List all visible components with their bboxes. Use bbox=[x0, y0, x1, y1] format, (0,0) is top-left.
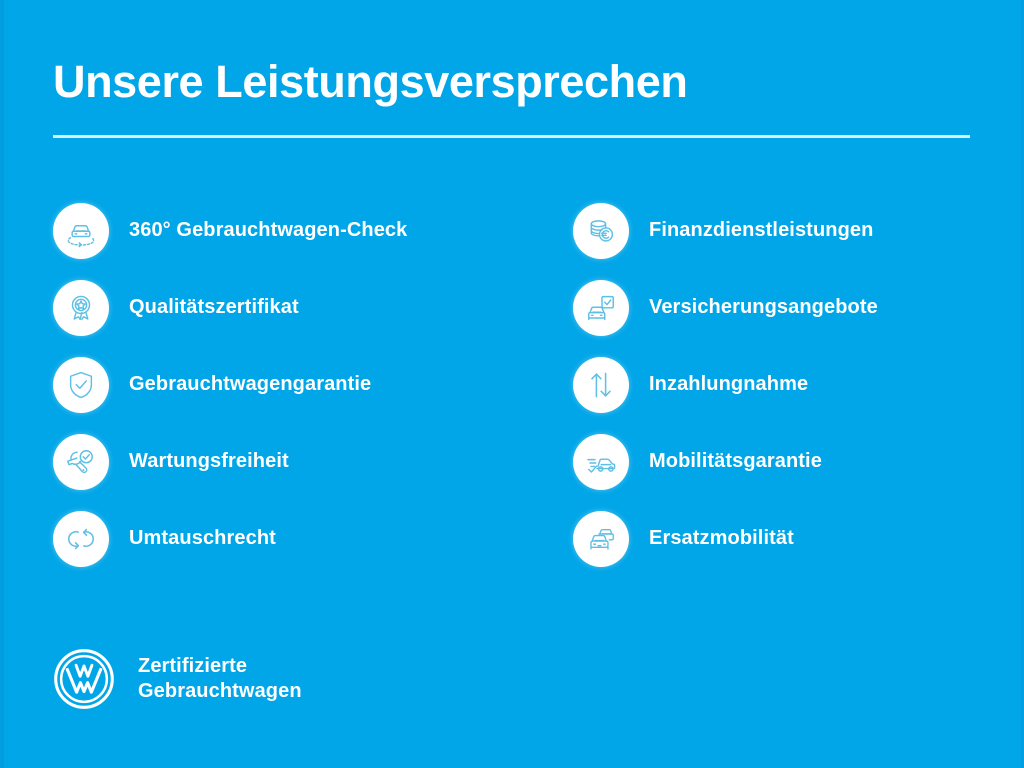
feature-item[interactable]: Mobilitätsgarantie bbox=[573, 432, 993, 491]
feature-grid: 360° Gebrauchtwagen-Check Finanzdienstle… bbox=[53, 201, 993, 586]
car-360-check-icon bbox=[53, 202, 109, 259]
feature-label: Qualitätszertifikat bbox=[129, 296, 299, 318]
feature-label: Ersatzmobilität bbox=[649, 527, 794, 549]
exchange-arrows-icon bbox=[53, 510, 109, 567]
feature-label: Mobilitätsgarantie bbox=[649, 450, 822, 472]
feature-item[interactable]: 360° Gebrauchtwagen-Check bbox=[53, 201, 573, 260]
two-cars-icon bbox=[573, 510, 629, 567]
brand-lockup: Zertifizierte Gebrauchtwagen bbox=[53, 648, 302, 710]
feature-item[interactable]: Versicherungsangebote bbox=[573, 278, 993, 337]
award-rosette-icon bbox=[53, 279, 109, 336]
car-document-check-icon bbox=[573, 279, 629, 336]
brand-line-1: Zertifizierte bbox=[138, 655, 248, 677]
car-speed-check-icon bbox=[573, 433, 629, 490]
feature-label: Wartungsfreiheit bbox=[129, 450, 289, 472]
wrench-check-icon bbox=[53, 433, 109, 490]
feature-item[interactable]: Finanzdienstleistungen bbox=[573, 201, 993, 260]
page-title: Unsere Leistungsversprechen bbox=[53, 56, 688, 107]
brand-text: Zertifizierte Gebrauchtwagen bbox=[138, 654, 302, 704]
up-down-arrows-icon bbox=[573, 356, 629, 413]
feature-label: Gebrauchtwagengarantie bbox=[129, 373, 372, 395]
feature-item[interactable]: Wartungsfreiheit bbox=[53, 432, 573, 491]
feature-label: Umtauschrecht bbox=[129, 527, 276, 549]
shield-check-icon bbox=[53, 356, 109, 413]
feature-label: 360° Gebrauchtwagen-Check bbox=[129, 219, 408, 241]
feature-item[interactable]: Ersatzmobilität bbox=[573, 509, 993, 568]
volkswagen-logo bbox=[53, 648, 115, 710]
coins-euro-icon bbox=[573, 202, 629, 259]
feature-label: Versicherungsangebote bbox=[649, 296, 878, 318]
feature-item[interactable]: Umtauschrecht bbox=[53, 509, 573, 568]
feature-item[interactable]: Inzahlungnahme bbox=[573, 355, 993, 414]
feature-item[interactable]: Qualitätszertifikat bbox=[53, 278, 573, 337]
feature-label: Finanzdienstleistungen bbox=[649, 219, 874, 241]
feature-label: Inzahlungnahme bbox=[649, 373, 809, 395]
feature-item[interactable]: Gebrauchtwagengarantie bbox=[53, 355, 573, 414]
title-divider bbox=[53, 135, 970, 138]
brand-line-2: Gebrauchtwagen bbox=[138, 680, 302, 702]
